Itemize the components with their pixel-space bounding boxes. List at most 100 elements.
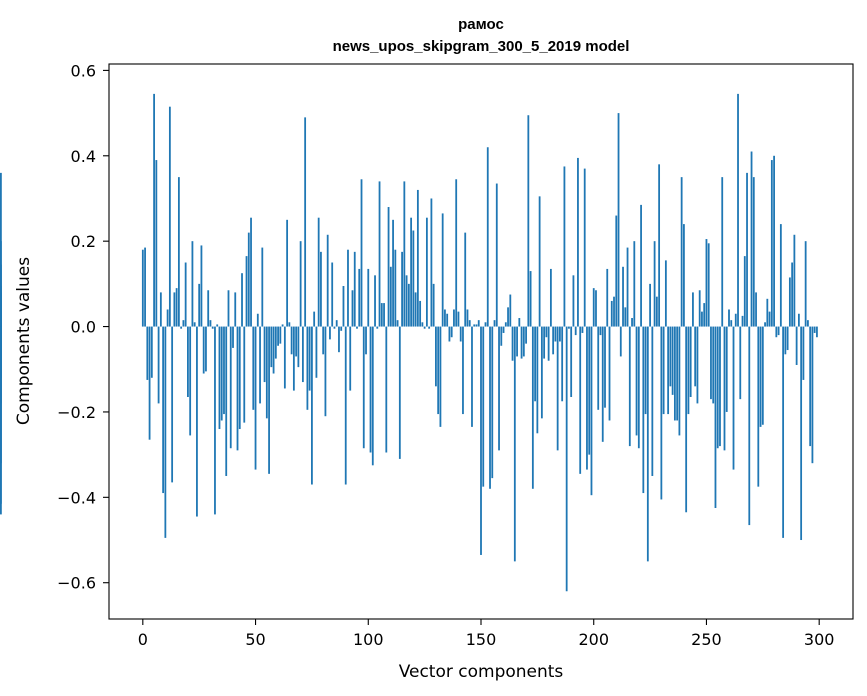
bar <box>340 326 343 331</box>
bar <box>664 260 667 327</box>
bar <box>247 232 250 327</box>
bar <box>725 326 728 412</box>
bar <box>746 172 748 327</box>
bar <box>764 322 766 327</box>
bar <box>518 318 521 327</box>
bar <box>313 311 316 327</box>
bar <box>146 326 149 380</box>
bar <box>356 326 358 329</box>
bar <box>522 326 525 357</box>
bar <box>263 326 266 383</box>
bar <box>592 288 595 327</box>
bar <box>619 326 622 357</box>
bar <box>554 326 557 342</box>
bar <box>367 268 370 327</box>
bar <box>732 326 735 470</box>
bar <box>329 326 331 340</box>
bar <box>374 275 376 327</box>
bar <box>482 326 485 487</box>
bar <box>157 326 160 404</box>
bar <box>698 290 701 327</box>
bar <box>398 326 401 459</box>
bar <box>637 326 640 449</box>
bar <box>245 256 248 327</box>
x-tick-label: 50 <box>245 630 265 649</box>
bar <box>786 326 789 351</box>
bar <box>559 326 561 342</box>
bar <box>475 324 478 327</box>
bar <box>502 326 505 333</box>
x-tick-label: 300 <box>804 630 835 649</box>
y-tick-label: 0.0 <box>71 318 96 337</box>
bar <box>775 326 778 338</box>
bar <box>471 326 473 427</box>
bar <box>739 326 742 400</box>
bar <box>646 326 649 562</box>
bar <box>601 326 604 442</box>
bar <box>189 326 192 436</box>
bar <box>234 292 237 327</box>
bar <box>164 326 167 538</box>
bar <box>671 326 674 395</box>
bar <box>626 247 629 327</box>
bar <box>669 326 672 387</box>
bar <box>464 232 467 327</box>
bar <box>416 189 419 327</box>
bar <box>335 320 338 327</box>
bar <box>813 326 816 333</box>
bar <box>694 326 697 387</box>
bar <box>509 294 512 327</box>
bar <box>457 311 460 327</box>
bar <box>737 93 739 327</box>
bar <box>180 326 183 329</box>
bar <box>168 106 171 327</box>
bar <box>394 249 397 327</box>
bar <box>705 239 708 327</box>
bar <box>446 313 449 327</box>
bar <box>453 309 455 327</box>
bar <box>405 275 408 327</box>
x-tick-label: 100 <box>353 630 384 649</box>
bar <box>173 292 176 327</box>
bar <box>290 326 293 355</box>
bar <box>642 326 645 494</box>
x-tick-label: 250 <box>691 630 722 649</box>
bar <box>351 290 354 327</box>
bar <box>631 318 633 327</box>
bar <box>795 326 798 365</box>
bar <box>281 324 284 327</box>
bar <box>414 292 417 327</box>
bar <box>0 326 2 378</box>
bar <box>353 251 356 327</box>
bar <box>797 313 800 327</box>
bar <box>714 326 717 508</box>
bar <box>191 241 194 327</box>
bar <box>649 283 651 327</box>
bar <box>766 298 769 327</box>
bar <box>277 326 279 346</box>
bar <box>660 326 663 500</box>
bar <box>628 326 631 447</box>
bar <box>428 326 431 329</box>
bar <box>676 326 679 421</box>
bar <box>777 326 780 336</box>
bar <box>498 326 500 451</box>
bar <box>315 326 318 378</box>
bar <box>435 326 437 387</box>
bar <box>574 326 577 336</box>
bar <box>306 326 309 410</box>
bar <box>655 296 658 327</box>
bar <box>338 326 340 353</box>
bar <box>459 326 462 342</box>
bar <box>441 213 444 327</box>
bar <box>791 262 794 327</box>
bar <box>809 326 812 447</box>
bar <box>489 326 491 489</box>
bar <box>622 266 624 327</box>
bar <box>779 224 782 327</box>
bar <box>347 249 349 327</box>
bar <box>283 326 286 389</box>
bar <box>707 243 710 327</box>
x-axis: 0 50 100 150 200 250 300 <box>138 619 835 649</box>
bar <box>588 326 591 455</box>
